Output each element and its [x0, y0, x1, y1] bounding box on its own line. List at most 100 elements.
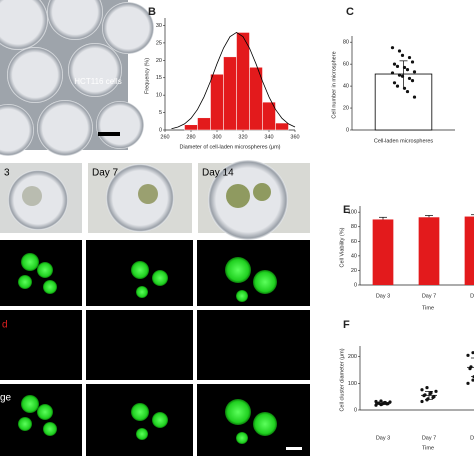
panel-letter: B	[148, 6, 156, 18]
data-point	[420, 399, 424, 404]
data-point	[377, 401, 381, 405]
data-point	[471, 378, 474, 382]
y-tick-label: 40	[343, 84, 349, 90]
data-point	[397, 49, 402, 53]
y-tick-label: 80	[343, 40, 349, 46]
data-point	[402, 86, 407, 90]
y-tick-label: 100	[348, 381, 357, 387]
x-tick-label: 340	[264, 134, 273, 140]
data-point	[395, 64, 400, 68]
y-tick-label: 30	[156, 23, 162, 29]
data-point	[471, 351, 474, 355]
x-tick-label: 360	[290, 134, 299, 140]
panel-letter: C	[346, 6, 354, 18]
data-point	[392, 62, 397, 66]
y-tick-label: 20	[156, 58, 162, 64]
data-point	[420, 388, 424, 392]
data-point	[412, 70, 417, 74]
data-point	[374, 399, 378, 404]
fit-curve	[171, 31, 296, 130]
y-axis-label: Cell cluster diameter (μm)	[339, 348, 345, 411]
data-point	[410, 79, 415, 83]
data-point	[412, 95, 417, 99]
x-tick-label: Day	[470, 435, 474, 441]
data-point	[432, 395, 436, 399]
data-point	[383, 400, 387, 405]
data-point	[388, 400, 392, 404]
x-tick-label: Cell-laden microspheres	[374, 138, 434, 144]
y-tick-label: 25	[156, 40, 162, 46]
column-label: Day 7	[92, 168, 119, 179]
y-tick-label: 0	[159, 127, 162, 133]
y-tick-label: 100	[348, 210, 357, 216]
y-axis-label: Frequency (%)	[144, 58, 150, 94]
data-point	[379, 399, 383, 403]
data-point	[466, 353, 470, 357]
bar	[464, 216, 474, 285]
y-tick-label: 20	[343, 106, 349, 112]
y-tick-label: 0	[346, 127, 349, 133]
data-point	[425, 386, 429, 390]
x-tick-label: Day 3	[376, 293, 390, 299]
data-point	[395, 84, 400, 88]
y-tick-label: 10	[156, 93, 162, 99]
y-tick-label: 60	[343, 62, 349, 68]
data-point	[402, 65, 407, 70]
x-axis-label: Diameter of cell-laden microspheres (μm)	[180, 144, 281, 150]
y-tick-label: 60	[351, 239, 357, 245]
data-point	[407, 55, 412, 60]
data-point	[390, 71, 395, 75]
data-point	[426, 397, 430, 401]
x-tick-label: 260	[160, 134, 169, 140]
data-point	[423, 393, 427, 397]
bar	[275, 122, 289, 131]
panel-d-images	[0, 160, 310, 456]
data-point	[410, 60, 415, 64]
x-tick-label: Day 7	[422, 435, 436, 441]
y-tick-label: 15	[156, 75, 162, 81]
bar	[249, 67, 263, 131]
row-label: ge	[0, 393, 12, 404]
y-tick-label: 200	[348, 354, 357, 360]
bar	[372, 219, 394, 285]
y-tick-label: 0	[354, 407, 357, 413]
x-tick-label: 300	[212, 134, 221, 140]
bar	[262, 101, 276, 131]
data-point	[390, 46, 395, 50]
data-point	[374, 403, 378, 407]
row-label: d	[2, 320, 8, 331]
data-point	[405, 68, 410, 72]
x-tick-label: 320	[238, 134, 247, 140]
data-point	[400, 74, 405, 78]
y-tick-label: 80	[351, 224, 357, 230]
y-tick-label: 40	[351, 253, 357, 259]
x-tick-label: Day 3	[376, 435, 390, 441]
x-tick-label: Day 7	[422, 293, 436, 299]
column-label: 3	[4, 168, 10, 179]
bar	[223, 56, 237, 131]
bar	[236, 32, 250, 131]
panel-letter: F	[343, 319, 350, 331]
x-axis-label: Time	[422, 445, 434, 451]
data-point	[405, 89, 410, 94]
data-point	[466, 381, 470, 385]
data-point	[397, 73, 402, 77]
x-tick-label: 280	[186, 134, 195, 140]
x-tick-label: Day	[470, 293, 474, 299]
y-axis-label: Cell Viability (%)	[339, 227, 345, 267]
panel-letter: E	[343, 204, 350, 216]
column-label: Day 14	[202, 168, 234, 179]
bar	[184, 124, 198, 131]
bar	[210, 74, 224, 131]
y-axis-label: Cell number in microsphere	[331, 51, 337, 118]
x-axis-label: Time	[422, 305, 434, 311]
bar	[197, 117, 211, 131]
bar	[418, 217, 440, 285]
y-tick-label: 20	[351, 268, 357, 274]
y-tick-label: 0	[354, 282, 357, 288]
data-point	[469, 365, 473, 369]
data-point	[407, 76, 412, 81]
cell-line-label: HCT116 cells	[74, 77, 121, 86]
panel-a-image	[0, 0, 154, 156]
